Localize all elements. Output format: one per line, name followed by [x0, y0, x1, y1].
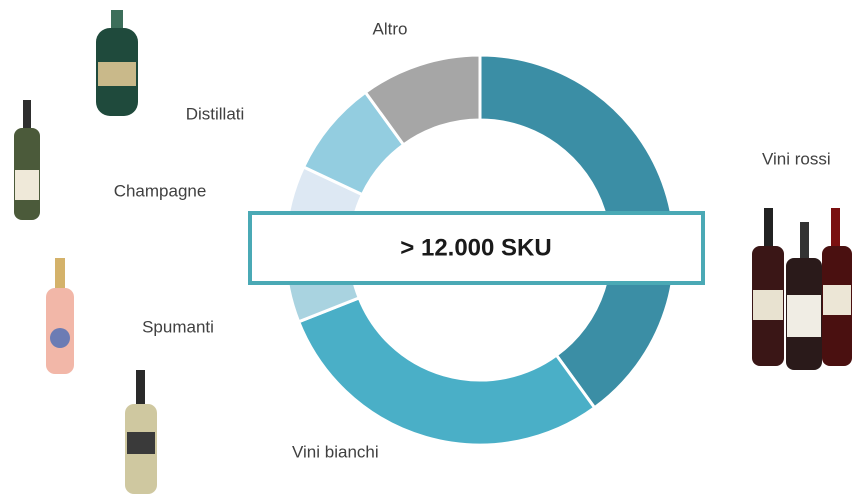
- category-label: Distillati: [186, 104, 245, 123]
- bottle-rose: [46, 258, 74, 374]
- chart: > 12.000 SKU Vini rossi Vini bianchi Spuma…: [0, 0, 855, 497]
- bottle-gin: [96, 10, 138, 116]
- category-label: Altro: [373, 19, 408, 38]
- category-label: Vini rossi: [762, 149, 831, 168]
- category-label: Champagne: [114, 181, 207, 200]
- category-label: Vini bianchi: [292, 442, 379, 461]
- donut-segment: [299, 298, 595, 445]
- bottles-red: [752, 208, 852, 370]
- bottle-champagne-left: [14, 100, 40, 220]
- bottle-white: [125, 370, 157, 494]
- center-label: > 12.000 SKU: [400, 234, 551, 261]
- category-label: Spumanti: [142, 317, 214, 336]
